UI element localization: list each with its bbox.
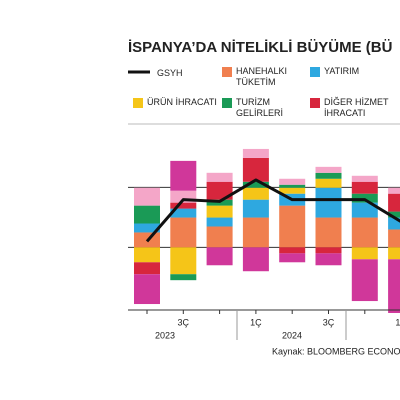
legend-swatch <box>222 67 232 77</box>
bar-segment <box>242 217 269 248</box>
bar-segment <box>351 181 378 194</box>
legend-label: HANEHALKI TÜKETİM <box>236 66 288 87</box>
legend-label: TURİZM GELİRLERİ <box>236 97 284 118</box>
bar-segment <box>388 193 400 212</box>
legend-label: DİĞER HİZMET İHRACATI <box>324 97 389 118</box>
bar-segment <box>315 166 342 173</box>
bar-segment <box>242 181 269 188</box>
bar-segment <box>206 226 233 248</box>
x-tick-label: 1Ç <box>395 317 400 327</box>
bar-segment <box>388 247 400 260</box>
bar-segment <box>279 184 306 188</box>
bar-segment <box>315 178 342 188</box>
bar-segment <box>315 187 342 218</box>
bar-segment <box>315 172 342 179</box>
bar-segment <box>170 202 197 209</box>
bar-segment <box>242 187 269 200</box>
bar-segment <box>242 148 269 158</box>
bar-segment <box>388 217 400 230</box>
bar-segment <box>206 247 233 266</box>
bar-segment <box>279 247 306 254</box>
legend-swatch <box>310 98 320 108</box>
year-label: 2024 <box>282 330 302 340</box>
bar-segment <box>206 172 233 182</box>
bar-segment <box>206 181 233 200</box>
year-label: 2023 <box>155 330 175 340</box>
bar-segment <box>279 178 306 185</box>
bar-segment <box>134 223 160 233</box>
chart-title: İSPANYA’DA NİTELİKLİ BÜYÜME (BÜ <box>128 39 392 56</box>
bar-segment <box>351 217 378 248</box>
bar-segment <box>388 211 400 218</box>
bar-segment <box>242 247 269 272</box>
legend-swatch <box>133 98 143 108</box>
bar-segment <box>279 253 306 263</box>
bar-segment <box>170 217 197 248</box>
bar-segment <box>134 205 160 224</box>
bar-segment <box>170 274 197 281</box>
source: Kaynak: BLOOMBERG ECONOM <box>272 346 400 356</box>
bar-segment <box>170 160 197 191</box>
bar-segment <box>351 247 378 260</box>
bar-segment <box>134 262 160 275</box>
legend-swatch <box>310 67 320 77</box>
legend-swatch <box>222 98 232 108</box>
legend-label: YATIRIM <box>324 66 360 76</box>
bar-segment <box>170 190 197 203</box>
bar-segment <box>242 157 269 182</box>
bar-segment <box>134 187 160 206</box>
bar-segment <box>279 205 306 248</box>
bar-segment <box>279 187 306 194</box>
bar-segment <box>242 199 269 218</box>
bar-segment <box>388 229 400 248</box>
x-tick-label: 1Ç <box>250 317 262 327</box>
bar-segment <box>388 259 400 313</box>
bar-segment <box>351 175 378 182</box>
bar-segment <box>134 247 160 263</box>
bar-segment <box>315 217 342 248</box>
bar-segment <box>206 217 233 227</box>
bar-segment <box>170 247 197 275</box>
bar-segment <box>315 247 342 254</box>
bar-segment <box>351 202 378 218</box>
bar-segment <box>206 205 233 218</box>
bar-segment <box>351 259 378 302</box>
bar-segment <box>170 208 197 218</box>
legend-label: GSYH <box>157 68 183 78</box>
bar-segment <box>134 274 160 305</box>
gdp-line <box>145 178 400 243</box>
x-tick-label: 3Ç <box>178 317 190 327</box>
legend-label: ÜRÜN İHRACATI <box>147 97 217 107</box>
bar-segment <box>315 253 342 266</box>
x-tick-label: 3Ç <box>323 317 335 327</box>
bar-segment <box>388 187 400 194</box>
